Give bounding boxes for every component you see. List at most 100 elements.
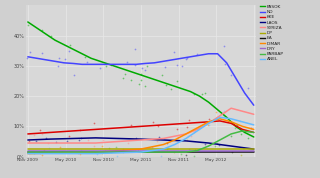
ND — [180, 57, 183, 59]
KKE — [218, 120, 222, 122]
Point — [185, 139, 190, 142]
Point — [214, 142, 220, 145]
Point — [121, 147, 126, 150]
ND — [152, 62, 156, 64]
DIMAR — [229, 121, 233, 123]
PARBAP — [218, 139, 222, 141]
Point — [98, 149, 103, 152]
Point — [84, 60, 89, 63]
PARBAP — [139, 151, 143, 153]
Point — [178, 152, 183, 155]
Line: LAOS: LAOS — [28, 138, 254, 149]
PASOK — [188, 90, 192, 93]
PASOK — [98, 60, 102, 62]
Point — [248, 126, 253, 129]
Point — [26, 140, 31, 142]
Point — [232, 127, 237, 130]
SYRIZA — [252, 113, 256, 115]
LAOS — [94, 137, 98, 139]
Point — [222, 62, 228, 65]
DRY — [252, 150, 256, 152]
Point — [120, 150, 125, 153]
Point — [188, 135, 193, 137]
Point — [184, 154, 189, 156]
SYRIZA — [162, 137, 165, 140]
Legend: PASOK, ND, KKE, LAOS, SYRIZA, DP, EA, DIMAR, DRY, PARBAP, ANEL: PASOK, ND, KKE, LAOS, SYRIZA, DP, EA, DI… — [260, 4, 284, 62]
Point — [164, 147, 169, 150]
LAOS — [229, 145, 233, 147]
Line: KKE: KKE — [28, 121, 254, 134]
ND — [171, 59, 174, 61]
ND — [207, 53, 211, 55]
Point — [245, 136, 251, 139]
PASOK — [216, 109, 220, 111]
SYRIZA — [139, 139, 143, 141]
Point — [39, 133, 44, 136]
Point — [86, 139, 91, 142]
DRY — [162, 150, 165, 152]
EA — [71, 151, 75, 153]
KKE — [229, 122, 233, 124]
Point — [55, 64, 60, 67]
ND — [243, 92, 247, 94]
DIMAR — [241, 125, 244, 127]
Point — [92, 122, 97, 124]
Line: ND: ND — [28, 54, 254, 105]
Point — [78, 149, 84, 151]
LAOS — [116, 137, 120, 140]
ND — [225, 62, 228, 64]
Point — [39, 153, 44, 156]
ANEL — [207, 122, 211, 124]
ANEL — [195, 130, 199, 132]
Point — [77, 153, 82, 156]
Point — [140, 67, 145, 70]
EA — [116, 151, 120, 153]
EA — [207, 151, 211, 153]
Point — [185, 134, 190, 137]
Point — [124, 61, 129, 64]
KKE — [26, 133, 30, 135]
ND — [98, 63, 102, 65]
Point — [31, 134, 36, 137]
Point — [113, 146, 118, 149]
Point — [104, 64, 109, 67]
Point — [71, 73, 76, 76]
Point — [39, 51, 44, 54]
Point — [91, 145, 96, 148]
Point — [78, 129, 83, 132]
PASOK — [198, 95, 202, 97]
Point — [169, 88, 174, 90]
Point — [37, 151, 42, 154]
LAOS — [252, 148, 256, 150]
Point — [128, 78, 133, 81]
LAOS — [139, 138, 143, 140]
Point — [100, 150, 105, 152]
Point — [180, 65, 185, 68]
ND — [89, 63, 93, 65]
Point — [57, 145, 62, 148]
ND — [234, 77, 237, 79]
LAOS — [184, 140, 188, 142]
ANEL — [184, 137, 188, 140]
PARBAP — [195, 150, 199, 152]
PASOK — [152, 78, 156, 80]
Point — [229, 73, 234, 76]
Point — [34, 139, 39, 142]
PARBAP — [26, 151, 30, 153]
PASOK — [134, 72, 138, 74]
Point — [223, 110, 228, 113]
Point — [126, 142, 131, 145]
PASOK — [53, 39, 57, 41]
SYRIZA — [26, 142, 30, 144]
Point — [195, 53, 200, 56]
ANEL — [94, 153, 98, 155]
DRY — [116, 150, 120, 152]
Point — [107, 146, 112, 149]
Point — [155, 149, 160, 151]
Point — [142, 69, 147, 72]
ND — [44, 59, 48, 61]
Point — [162, 66, 167, 69]
PASOK — [71, 48, 75, 50]
DRY — [71, 150, 75, 152]
Point — [99, 152, 104, 155]
